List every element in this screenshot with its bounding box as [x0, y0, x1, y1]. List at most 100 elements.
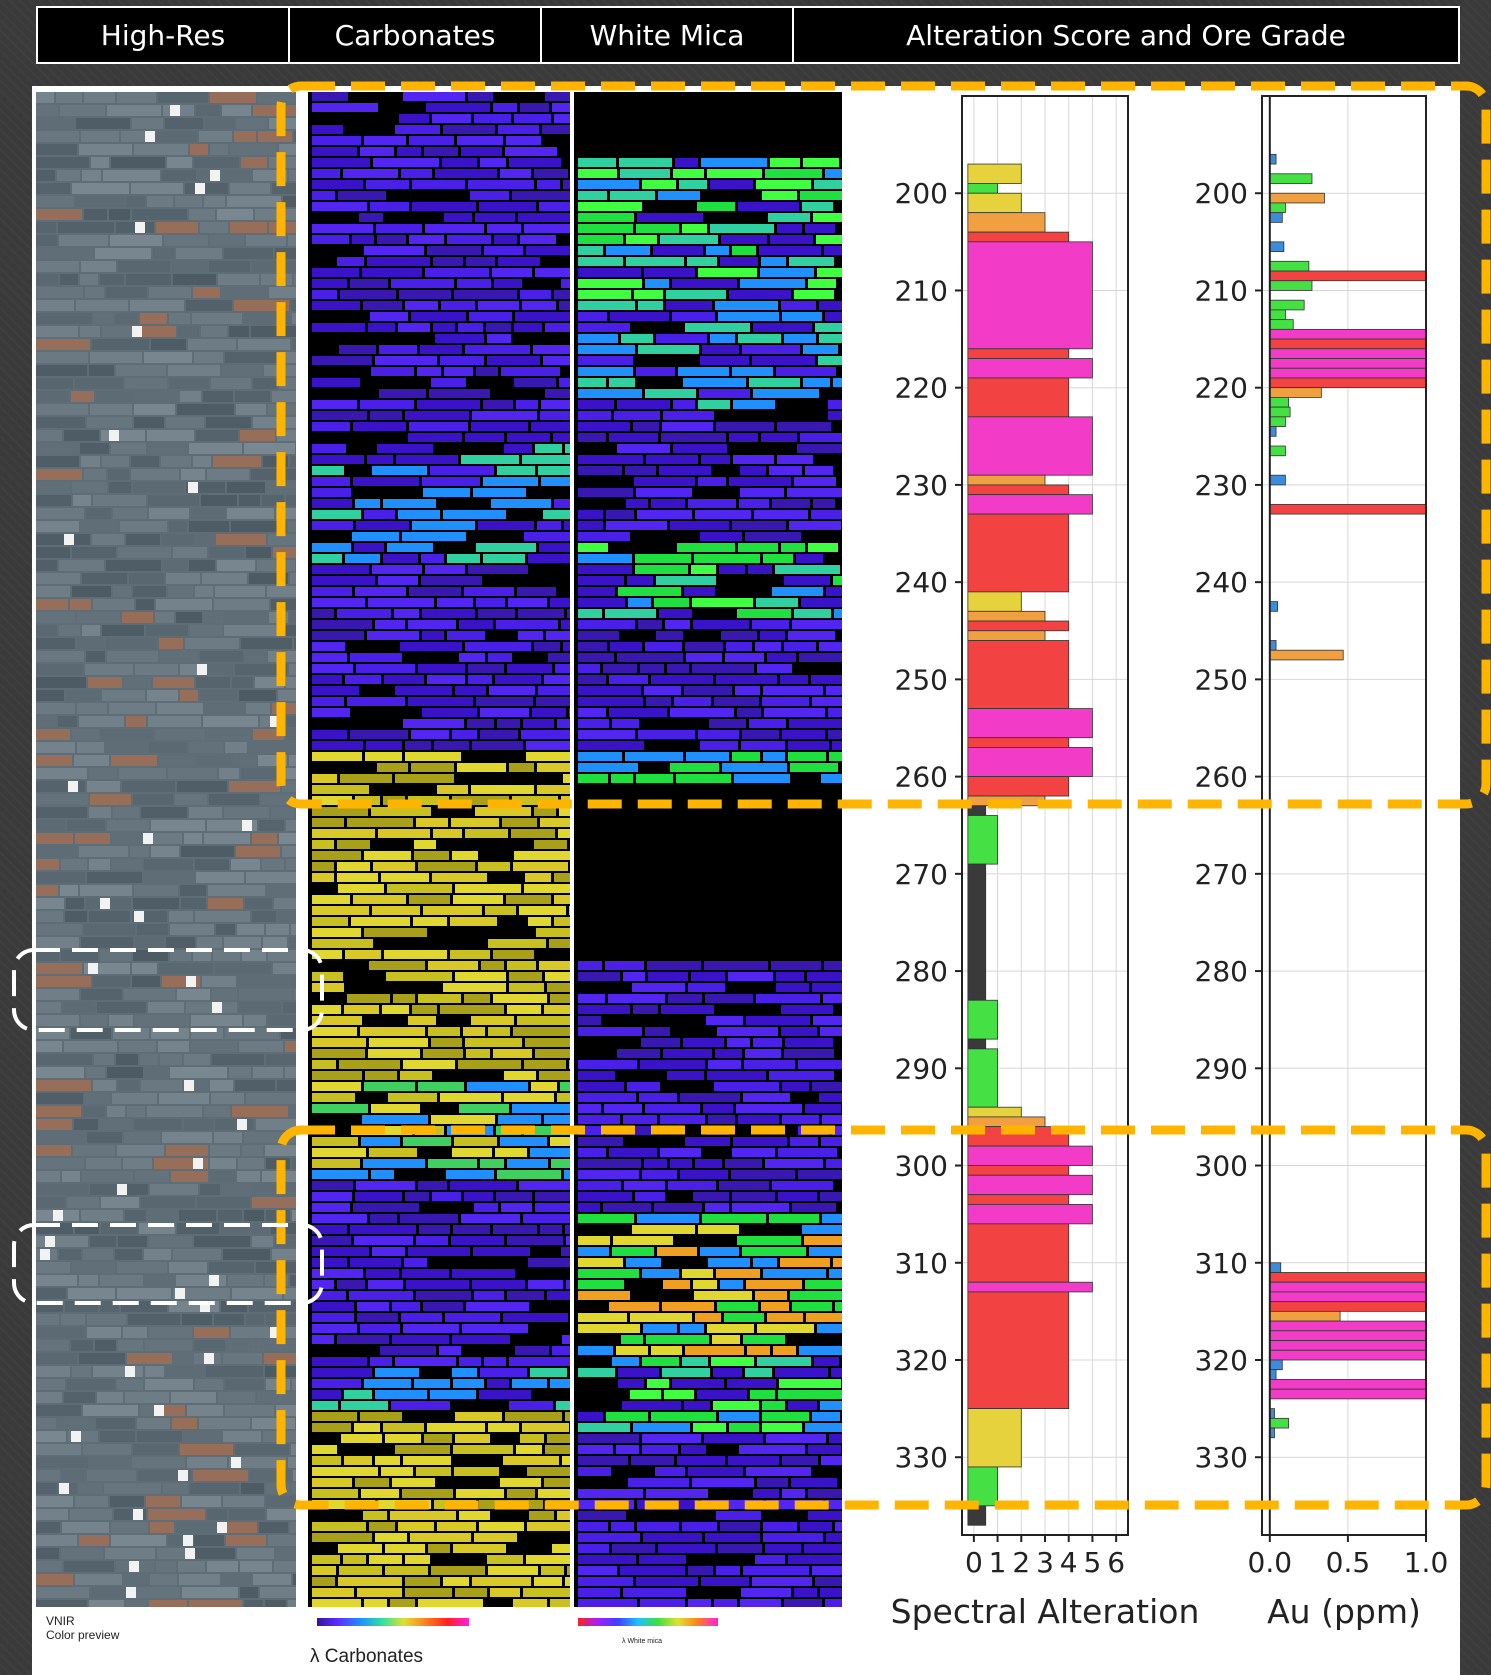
alteration-xtick-label: 6 [1107, 1546, 1125, 1579]
alteration-bar [967, 737, 1070, 748]
alteration-ytick-label: 230 [895, 469, 948, 502]
alteration-ytick-label: 270 [895, 858, 948, 891]
alteration-ytick-label: 250 [895, 663, 948, 696]
white-mica-colorbar [578, 1618, 718, 1626]
au-bar [1269, 1330, 1427, 1341]
alteration-bar [967, 231, 1070, 243]
alteration-ytick-label: 260 [895, 761, 948, 794]
alteration-bar [967, 1204, 1093, 1225]
alteration-xtick-label: 0 [965, 1546, 983, 1579]
alteration-bar [967, 494, 1093, 515]
au-ytick-label: 210 [1195, 274, 1248, 307]
alteration-bar [967, 1116, 1046, 1128]
carbonates-colorbar [317, 1618, 469, 1626]
alteration-xtick-label: 3 [1036, 1546, 1054, 1579]
au-bar [1269, 406, 1291, 418]
au-bar [1269, 328, 1427, 340]
au-ytick-label: 330 [1195, 1441, 1248, 1474]
alteration-bar [967, 1165, 1070, 1176]
au-bar [1269, 1417, 1289, 1429]
alteration-bar [967, 747, 1093, 778]
alteration-bar [967, 863, 987, 1001]
alteration-bar [967, 348, 1070, 359]
au-ytick-label: 320 [1195, 1344, 1248, 1377]
alteration-ytick-label: 280 [895, 955, 948, 988]
alteration-bar [967, 1126, 1070, 1147]
au-bar [1269, 280, 1313, 291]
alteration-bar [967, 1223, 1070, 1283]
alteration-bar [967, 484, 1070, 496]
au-ytick-label: 230 [1195, 469, 1248, 502]
au-ytick-label: 300 [1195, 1150, 1248, 1183]
alteration-bar [967, 805, 987, 816]
au-bar [1269, 309, 1286, 321]
alteration-bar [967, 241, 1093, 350]
au-bar [1269, 445, 1286, 457]
au-ytick-label: 240 [1195, 566, 1248, 599]
au-bar [1269, 1291, 1427, 1303]
alteration-bar [967, 620, 1070, 632]
au-bar [1269, 348, 1427, 359]
au-bar [1269, 1340, 1427, 1351]
au-bar [1269, 1301, 1427, 1312]
au-bar [1269, 474, 1286, 486]
alteration-ytick-label: 310 [895, 1247, 948, 1280]
alteration-xtick-label: 4 [1060, 1546, 1078, 1579]
white-mica-legend-label: λ White mica [622, 1638, 663, 1645]
alteration-ytick-label: 200 [895, 177, 948, 210]
au-bar [1269, 1359, 1283, 1371]
au-bar [1269, 1379, 1427, 1390]
au-bar [1269, 319, 1294, 330]
alteration-bar [967, 1291, 1070, 1410]
au-bar [1269, 260, 1310, 272]
header-alteration-ore: Alteration Score and Ore Grade [906, 18, 1346, 52]
alteration-ytick-label: 290 [895, 1052, 948, 1085]
alteration-ytick-label: 320 [895, 1344, 948, 1377]
au-bar [1269, 1320, 1427, 1332]
alteration-bar [967, 1174, 1093, 1196]
au-bar [1269, 1349, 1427, 1361]
alteration-bar [967, 212, 1046, 233]
au-ytick-label: 310 [1195, 1247, 1248, 1280]
alteration-bar [967, 513, 1070, 593]
au-xlabel: Au (ppm) [1267, 1592, 1421, 1631]
alteration-bar [967, 591, 1022, 612]
au-ytick-label: 280 [1195, 955, 1248, 988]
alteration-bar [967, 1466, 998, 1507]
alteration-bar [967, 1038, 987, 1050]
alteration-bar [967, 163, 1022, 184]
alteration-bar [967, 795, 1046, 807]
au-bar [1269, 1281, 1427, 1293]
alteration-xtick-label: 1 [989, 1546, 1007, 1579]
alteration-bar [967, 416, 1093, 476]
au-bar [1269, 377, 1427, 389]
au-ytick-label: 200 [1195, 177, 1248, 210]
alteration-bar [967, 1106, 1022, 1118]
alteration-ytick-label: 300 [895, 1150, 948, 1183]
hires-legend-line1: VNIR [46, 1614, 75, 1628]
header-high-res: High-Res [38, 8, 290, 62]
alteration-bar [967, 183, 998, 194]
header-white-mica: White Mica [542, 8, 794, 62]
alteration-ytick-label: 210 [895, 274, 948, 307]
au-xtick-label: 1.0 [1404, 1546, 1449, 1579]
au-bar [1269, 367, 1427, 379]
au-bar [1269, 338, 1427, 350]
alteration-bar [967, 1145, 1093, 1166]
alteration-bar [967, 358, 1093, 379]
au-ytick-label: 250 [1195, 663, 1248, 696]
carbonates-legend-label: λ Carbonates [310, 1646, 424, 1667]
alteration-bar [967, 708, 1093, 739]
alteration-bar [967, 610, 1046, 622]
au-bar [1269, 270, 1427, 282]
alteration-bar [967, 640, 1070, 709]
header-carbonates: Carbonates [290, 8, 542, 62]
alteration-ytick-label: 240 [895, 566, 948, 599]
au-ytick-label: 270 [1195, 858, 1248, 891]
alteration-xtick-label: 2 [1012, 1546, 1030, 1579]
au-bar [1269, 416, 1286, 427]
au-bar [1269, 503, 1427, 515]
au-bar [1269, 601, 1279, 612]
au-ytick-label: 260 [1195, 761, 1248, 794]
column-header-bar: High-Res Carbonates White Mica Alteratio… [36, 6, 1460, 64]
